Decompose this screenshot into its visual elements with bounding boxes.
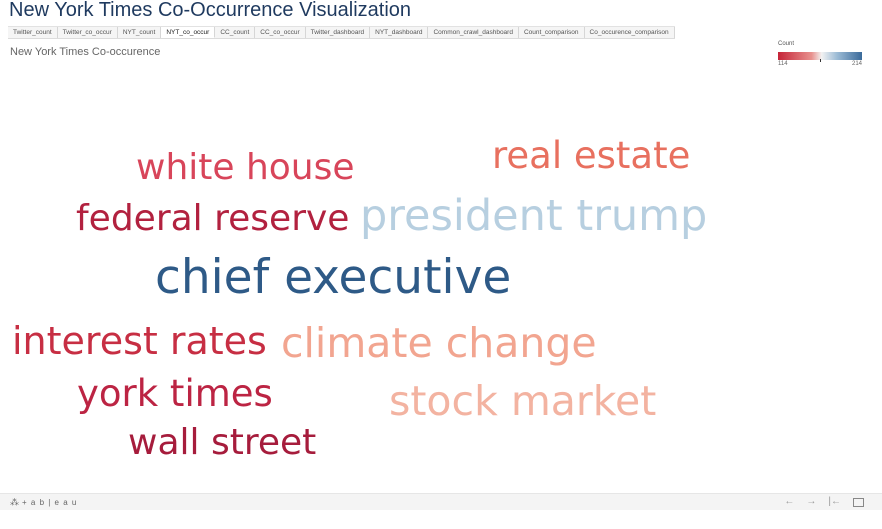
tab-nyt-dashboard[interactable]: NYT_dashboard bbox=[370, 27, 429, 38]
word-wall-street[interactable]: wall street bbox=[128, 422, 317, 463]
tab-common-crawl-dashboard[interactable]: Common_crawl_dashboard bbox=[428, 27, 519, 38]
word-federal-reserve[interactable]: federal reserve bbox=[76, 198, 350, 239]
tab-count-comparison[interactable]: Count_comparison bbox=[519, 27, 585, 38]
word-president-trump[interactable]: president trump bbox=[360, 191, 708, 241]
word-white-house[interactable]: white house bbox=[136, 147, 355, 188]
undo-button[interactable]: ← bbox=[784, 496, 795, 507]
redo-button[interactable]: → bbox=[806, 496, 817, 507]
tableau-logo[interactable]: ⁂ + a b | e a u bbox=[10, 497, 77, 508]
legend-max-label: 214 bbox=[851, 61, 862, 67]
tableau-footer-toolbar: ⁂ + a b | e a u ← → |← bbox=[0, 493, 882, 510]
tab-cc-co-occur[interactable]: CC_co_occur bbox=[255, 27, 306, 38]
legend-marker bbox=[820, 59, 821, 62]
tab-twitter-count[interactable]: Twitter_count bbox=[8, 27, 58, 38]
word-interest-rates[interactable]: interest rates bbox=[12, 319, 267, 363]
legend-labels: 114 214 bbox=[778, 60, 862, 68]
fullscreen-icon bbox=[853, 498, 864, 507]
sheet-title: New York Times Co-occurence bbox=[10, 46, 161, 58]
fullscreen-button[interactable] bbox=[853, 495, 864, 512]
toolbar-controls: ← → |← bbox=[784, 495, 864, 512]
tab-twitter-dashboard[interactable]: Twitter_dashboard bbox=[306, 27, 371, 38]
word-chief-executive[interactable]: chief executive bbox=[155, 250, 512, 305]
revert-button[interactable]: |← bbox=[828, 496, 841, 507]
tab-nyt-count[interactable]: NYT_count bbox=[118, 27, 162, 38]
word-climate-change[interactable]: climate change bbox=[281, 319, 597, 367]
tableau-logo-icon: ⁂ bbox=[10, 497, 20, 507]
tab-nyt-co-occur[interactable]: NYT_co_occur bbox=[161, 27, 216, 38]
tab-twitter-co-occur[interactable]: Twitter_co_occur bbox=[58, 27, 118, 38]
page-title: New York Times Co-Occurrence Visualizati… bbox=[9, 0, 412, 21]
tab-co-occurence-comparison[interactable]: Co_occurence_comparison bbox=[585, 27, 675, 38]
word-stock-market[interactable]: stock market bbox=[389, 377, 657, 425]
tab-cc-count[interactable]: CC_count bbox=[215, 27, 256, 38]
sheet-tabs: Twitter_count Twitter_co_occur NYT_count… bbox=[8, 26, 675, 39]
word-real-estate[interactable]: real estate bbox=[492, 134, 691, 177]
legend-min-label: 114 bbox=[778, 61, 788, 67]
tableau-logo-text: + a b | e a u bbox=[22, 498, 78, 507]
legend-color-ramp[interactable] bbox=[778, 52, 862, 62]
color-legend: Count 114 214 bbox=[778, 41, 864, 68]
legend-title: Count bbox=[778, 41, 795, 47]
word-york-times[interactable]: york times bbox=[77, 372, 273, 415]
